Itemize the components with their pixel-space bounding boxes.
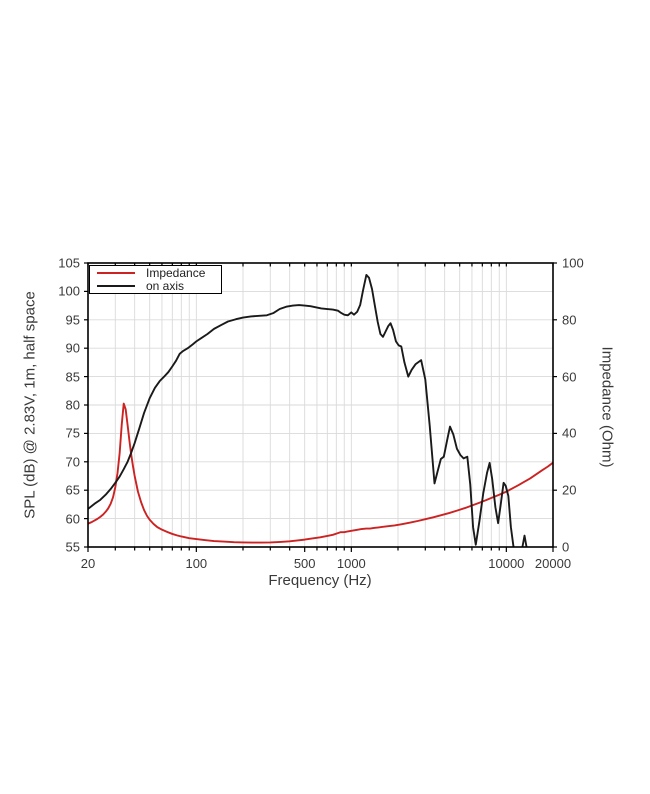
y-axis-title-right: Impedance (Ohm) <box>598 346 616 468</box>
y-left-tick-label: 105 <box>58 255 80 271</box>
legend-item-impedance: Impedance <box>97 267 214 280</box>
legend-line-on-axis <box>97 284 135 287</box>
x-tick-label: 100 <box>185 556 208 571</box>
y-right-tick-label: 100 <box>562 255 584 271</box>
y-left-tick-label: 75 <box>65 425 80 441</box>
legend-line-impedance <box>97 272 135 275</box>
x-tick-label: 20 <box>80 556 96 571</box>
y-left-tick-label: 100 <box>58 283 80 299</box>
legend-label-on-axis: on axis <box>146 278 185 293</box>
y-right-tick-label: 60 <box>562 369 577 385</box>
y-left-tick-label: 90 <box>65 340 80 356</box>
x-tick-label: 1000 <box>336 556 366 571</box>
y-right-tick-label: 20 <box>562 482 577 498</box>
y-left-tick-label: 85 <box>65 369 80 385</box>
x-axis-title: Frequency (Hz) <box>268 572 372 589</box>
x-tick-label: 20000 <box>534 556 572 571</box>
y-left-tick-label: 70 <box>65 454 80 470</box>
y-axis-title-left: SPL (dB) @ 2.83V, 1m, half space <box>21 291 39 519</box>
legend: Impedance on axis <box>89 265 222 294</box>
y-left-tick-label: 80 <box>65 397 80 413</box>
x-tick-label: 10000 <box>488 556 525 571</box>
y-right-tick-label: 0 <box>562 539 570 555</box>
y-left-tick-label: 65 <box>65 482 80 498</box>
legend-label-impedance: Impedance <box>146 266 206 281</box>
legend-item-on-axis: on axis <box>97 280 214 293</box>
y-right-tick-label: 80 <box>562 312 577 328</box>
y-left-tick-label: 55 <box>65 539 80 555</box>
x-tick-label: 500 <box>293 556 316 571</box>
y-left-tick-label: 60 <box>65 511 80 527</box>
y-right-tick-label: 40 <box>562 425 577 441</box>
y-left-tick-label: 95 <box>65 312 80 328</box>
